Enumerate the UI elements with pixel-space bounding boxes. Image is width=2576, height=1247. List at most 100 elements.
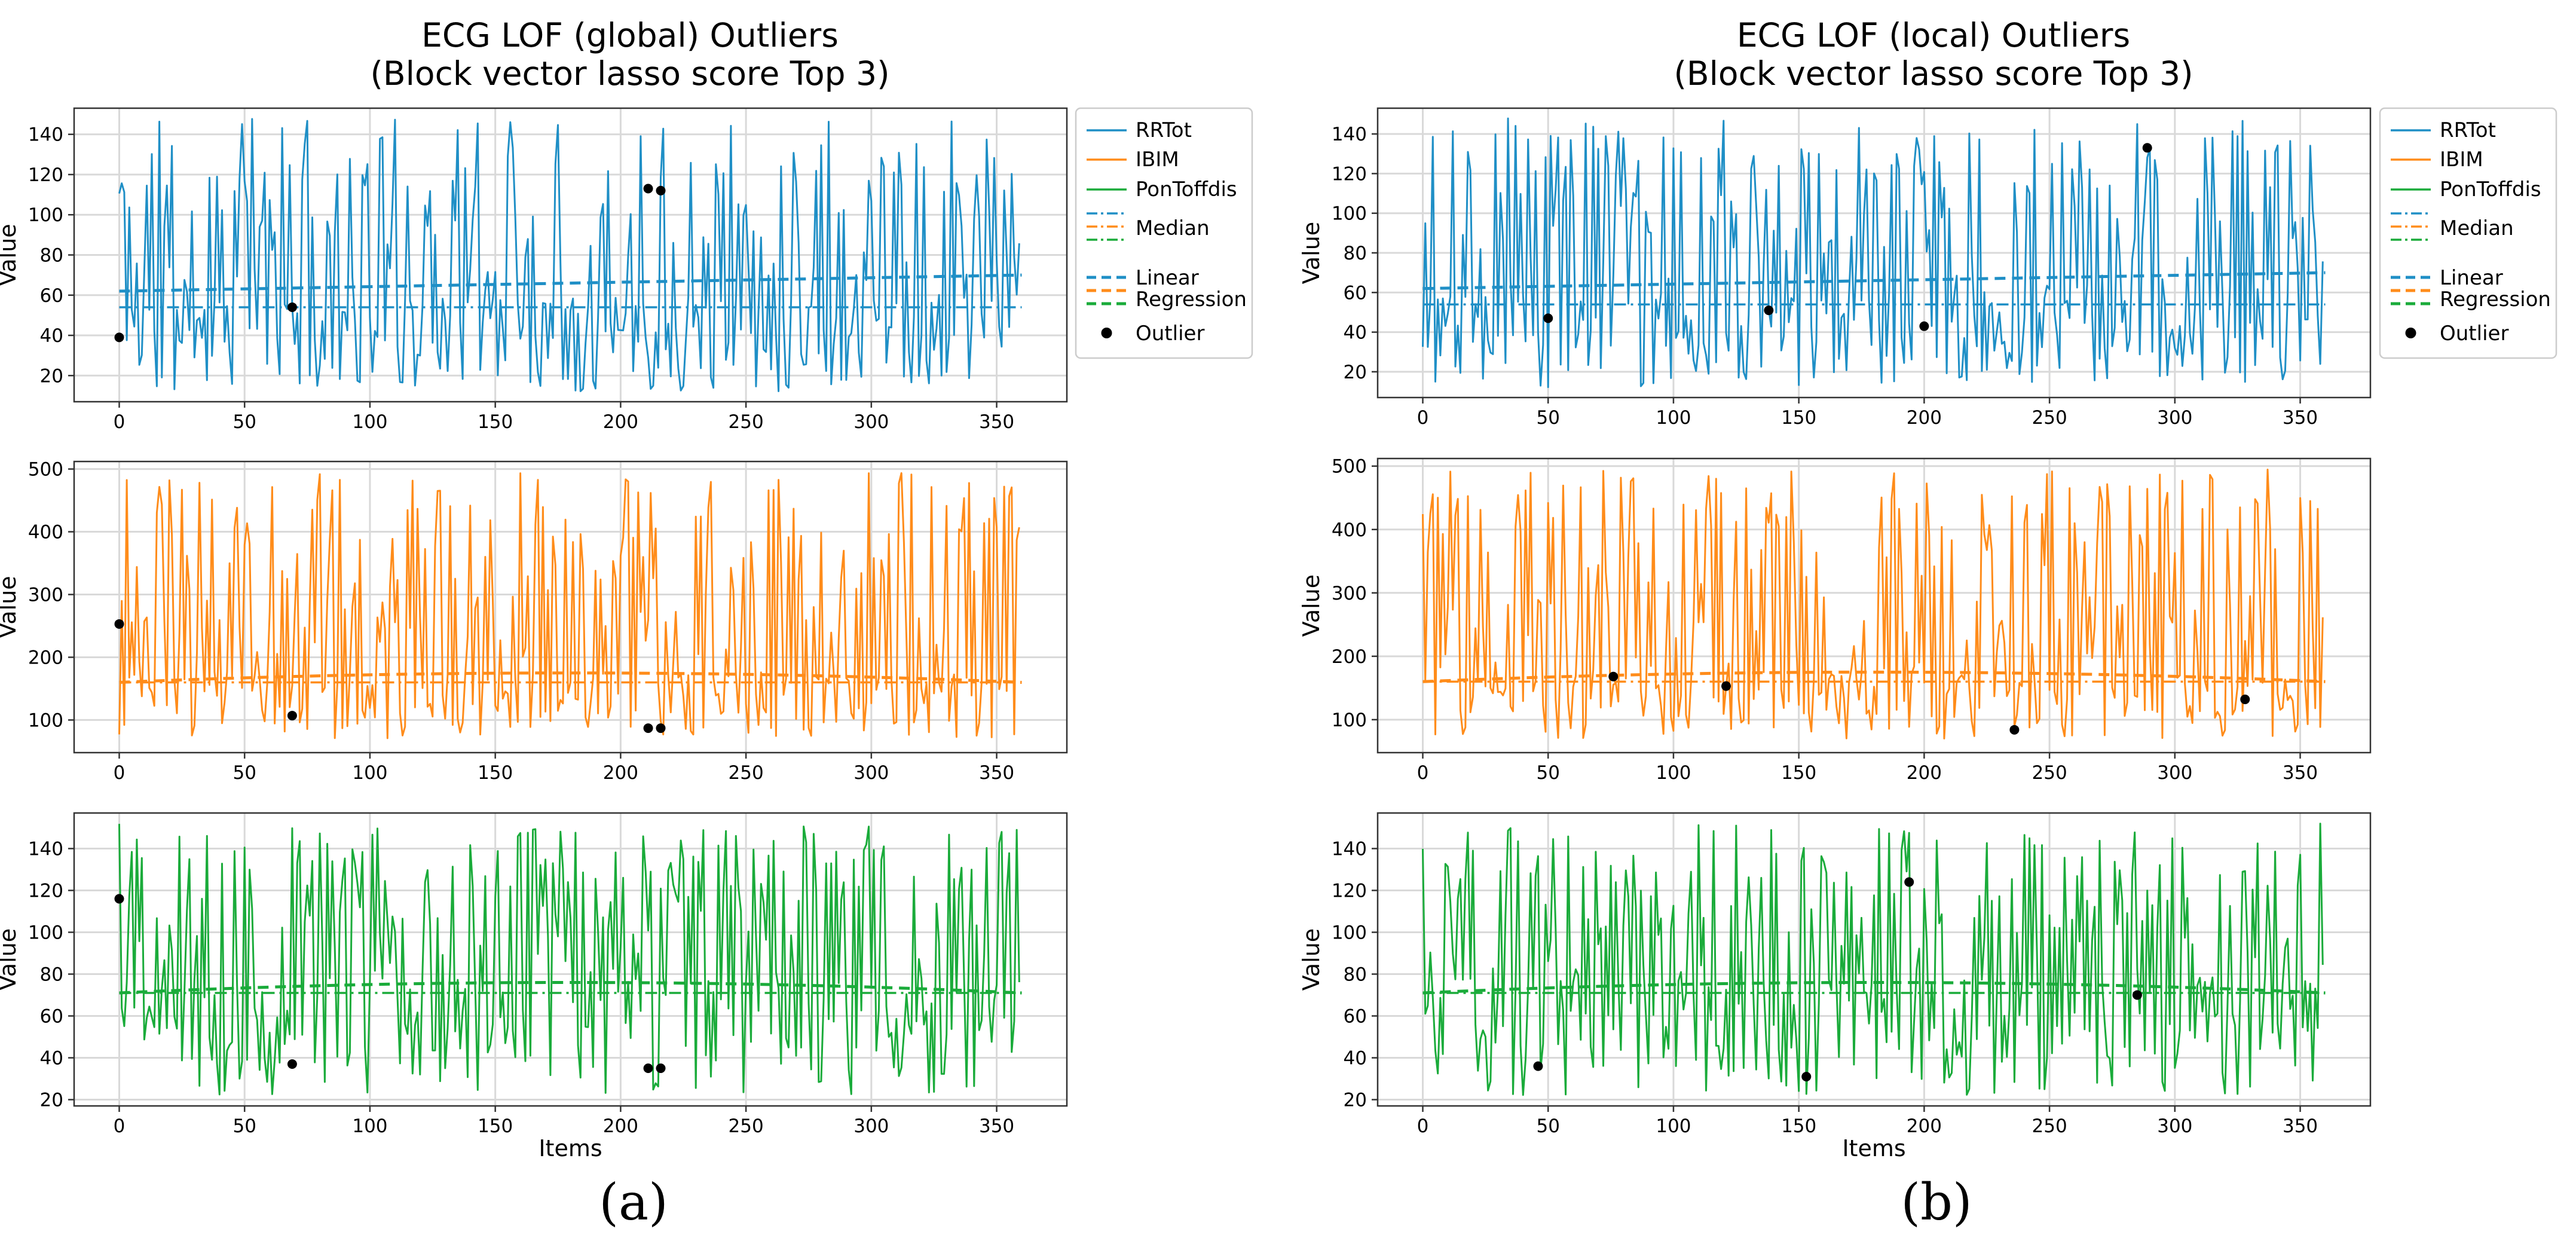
legend-label: Linear xyxy=(1136,266,1199,290)
x-tick-label: 100 xyxy=(352,411,387,433)
figure-panel-b: ECG LOF (local) Outliers(Block vector la… xyxy=(1298,16,2557,1231)
regression-line xyxy=(1422,271,2326,291)
y-tick-label: 200 xyxy=(28,647,63,668)
series-line xyxy=(118,118,1020,392)
y-tick-label: 80 xyxy=(40,245,63,267)
x-tick-label: 200 xyxy=(1907,762,1942,784)
outlier-point xyxy=(1801,1072,1812,1081)
outlier-point xyxy=(114,894,124,904)
x-tick-label: 0 xyxy=(1417,1115,1429,1137)
chart-title-line: (Block vector lasso score Top 3) xyxy=(1674,54,2193,93)
x-tick-label: 50 xyxy=(232,762,256,784)
x-tick-label: 100 xyxy=(352,762,387,784)
legend: RRTot IBIM PonToffdis Median LinearRegressio… xyxy=(1075,107,1253,359)
x-tick-label: 200 xyxy=(603,762,638,784)
subplot-pontoffdis: 0 50 100 150 200 250 300 350 20 40 60 80 100 120 140 Va… xyxy=(0,812,1068,1137)
x-axis-label: Items xyxy=(1842,1135,1905,1162)
y-tick-label: 100 xyxy=(1332,203,1367,225)
x-tick-label: 150 xyxy=(1781,762,1816,784)
y-tick-label: 300 xyxy=(1332,583,1367,604)
y-tick-label: 100 xyxy=(28,922,63,944)
outlier-point xyxy=(1764,305,1774,316)
y-tick-label: 120 xyxy=(1332,163,1367,185)
x-tick-label: 300 xyxy=(853,762,889,784)
x-tick-label: 300 xyxy=(2157,762,2192,784)
y-tick-label: 40 xyxy=(40,325,63,347)
regression-line xyxy=(119,273,1022,293)
plot-frame xyxy=(1376,812,2372,1107)
x-tick-label: 300 xyxy=(2157,1115,2192,1137)
legend-label: Linear xyxy=(2440,266,2503,290)
y-tick-label: 40 xyxy=(1344,1048,1367,1069)
y-tick-label: 100 xyxy=(28,204,63,226)
y-axis-label: Value xyxy=(0,928,21,991)
y-tick-label: 200 xyxy=(1332,646,1367,668)
x-tick-label: 50 xyxy=(1536,762,1559,784)
outlier-point xyxy=(2009,725,2020,735)
x-tick-label: 350 xyxy=(979,762,1014,784)
x-tick-label: 100 xyxy=(1656,1115,1691,1137)
outlier-point xyxy=(1904,877,1914,887)
y-tick-label: 20 xyxy=(1344,362,1367,383)
panel-caption: (a) xyxy=(599,1173,668,1231)
y-axis-label: Value xyxy=(1298,222,1324,284)
outlier-point xyxy=(1721,681,1731,691)
legend: RRTot IBIM PonToffdis Median LinearRegressio… xyxy=(2379,107,2557,359)
y-tick-label: 300 xyxy=(28,585,63,606)
subplot-rrtot: 0 50 100 150 200 250 300 350 20 40 60 80 100 120 140 Va… xyxy=(1298,107,2372,429)
x-tick-label: 350 xyxy=(2283,407,2318,429)
x-tick-label: 250 xyxy=(729,1115,764,1137)
y-tick-label: 80 xyxy=(1344,243,1367,264)
x-tick-label: 0 xyxy=(1417,407,1429,429)
legend-swatch-outlier xyxy=(2405,328,2416,338)
outlier-point xyxy=(643,1063,653,1073)
y-tick-label: 100 xyxy=(1332,710,1367,731)
chart-title-line: (Block vector lasso score Top 3) xyxy=(370,54,889,93)
legend-frame xyxy=(1075,107,1253,359)
outlier-point xyxy=(1919,321,1929,331)
y-axis-label: Value xyxy=(0,224,21,286)
outlier-point xyxy=(656,1063,666,1073)
y-tick-label: 140 xyxy=(1332,839,1367,860)
y-tick-label: 40 xyxy=(1344,322,1367,344)
x-tick-label: 150 xyxy=(478,411,513,433)
y-tick-label: 80 xyxy=(1344,964,1367,986)
x-tick-label: 0 xyxy=(114,411,126,433)
x-tick-label: 250 xyxy=(2032,407,2067,429)
x-tick-label: 350 xyxy=(979,1115,1014,1137)
series-line xyxy=(118,824,1020,1096)
y-axis-label: Value xyxy=(1298,928,1324,991)
x-tick-label: 350 xyxy=(2283,762,2318,784)
x-tick-label: 300 xyxy=(853,411,889,433)
legend-label: Outlier xyxy=(2440,322,2508,346)
y-tick-label: 120 xyxy=(28,881,63,902)
y-tick-label: 120 xyxy=(1332,881,1367,902)
x-tick-label: 50 xyxy=(1536,1115,1559,1137)
outlier-point xyxy=(114,332,124,343)
outlier-point xyxy=(1608,671,1619,681)
y-tick-label: 400 xyxy=(28,522,63,543)
y-tick-label: 100 xyxy=(1332,922,1367,944)
legend-label: Outlier xyxy=(1136,322,1204,346)
outlier-point xyxy=(2132,990,2142,1000)
x-tick-label: 100 xyxy=(1656,762,1691,784)
x-tick-label: 200 xyxy=(603,411,638,433)
outlier-point xyxy=(1543,313,1553,323)
subplot-ibim: 0 50 100 150 200 250 300 350 100 200 300 400 500 Valu… xyxy=(1298,456,2372,784)
outlier-point xyxy=(287,711,297,721)
outlier-point xyxy=(643,723,653,733)
x-tick-label: 0 xyxy=(1417,762,1429,784)
legend-frame xyxy=(2379,107,2557,359)
x-tick-label: 250 xyxy=(729,762,764,784)
y-tick-label: 80 xyxy=(40,964,63,986)
x-tick-label: 300 xyxy=(853,1115,889,1137)
x-tick-label: 150 xyxy=(478,1115,513,1137)
y-tick-label: 500 xyxy=(1332,456,1367,478)
x-tick-label: 0 xyxy=(114,1115,126,1137)
x-tick-label: 50 xyxy=(1536,407,1559,429)
legend-label: IBIM xyxy=(2440,148,2483,172)
x-tick-label: 50 xyxy=(232,411,256,433)
y-tick-label: 400 xyxy=(1332,519,1367,541)
